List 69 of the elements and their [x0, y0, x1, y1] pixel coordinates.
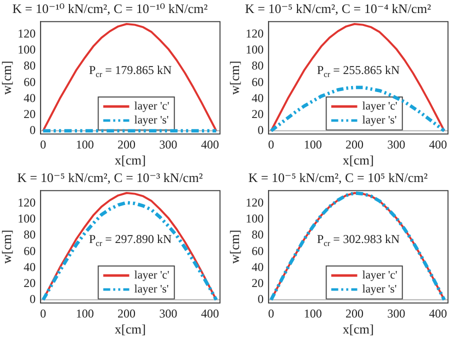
- x-tick-label: 300: [159, 137, 178, 152]
- x-tick-label: 300: [387, 306, 406, 320]
- x-tick-label: 400: [200, 137, 219, 152]
- legend-label: layer 'c': [362, 100, 398, 113]
- x-tick-label: 400: [428, 306, 447, 320]
- legend-label: layer 's': [362, 284, 397, 296]
- legend-label: layer 's': [134, 284, 169, 296]
- y-tick-label: 40: [24, 260, 36, 274]
- y-tick-label: 100: [18, 212, 36, 226]
- chart-title: K = 10⁻⁵ kN/cm², C = 10⁻³ kN/cm²: [17, 170, 203, 186]
- legend-label: layer 'c': [134, 100, 170, 113]
- y-tick-label: 20: [252, 106, 264, 121]
- y-tick-label: 100: [246, 212, 264, 226]
- x-tick-label: 0: [268, 137, 274, 152]
- x-tick-label: 300: [387, 137, 406, 152]
- y-tick-label: 20: [24, 106, 36, 121]
- y-tick-label: 20: [252, 276, 264, 290]
- y-tick-label: 40: [252, 90, 264, 105]
- y-tick-label: 120: [246, 196, 264, 210]
- x-axis-title: x[cm]: [114, 152, 146, 168]
- x-tick-label: 0: [40, 306, 46, 320]
- y-tick-label: 60: [252, 74, 264, 89]
- y-tick-label: 0: [30, 292, 36, 306]
- y-tick-label: 0: [258, 292, 264, 306]
- y-axis-title: w[cm]: [0, 60, 14, 95]
- x-tick-label: 200: [346, 137, 364, 152]
- y-tick-label: 60: [24, 74, 36, 89]
- y-tick-label: 120: [246, 26, 264, 41]
- x-tick-label: 300: [159, 306, 178, 320]
- x-tick-label: 400: [428, 137, 447, 152]
- y-tick-label: 120: [18, 26, 36, 41]
- x-tick-label: 100: [304, 137, 322, 152]
- y-axis-title: w[cm]: [227, 60, 242, 95]
- x-axis-title: x[cm]: [342, 152, 374, 168]
- legend-label: layer 'c': [362, 270, 398, 282]
- y-tick-label: 100: [246, 42, 264, 57]
- legend-label: layer 's': [362, 114, 397, 127]
- x-tick-label: 200: [118, 137, 136, 152]
- x-tick-label: 200: [118, 306, 136, 320]
- line-series: [269, 86, 446, 132]
- y-tick-label: 60: [252, 244, 264, 258]
- chart-title: K = 10⁻⁵ kN/cm², C = 10⁵ kN/cm²: [248, 170, 428, 186]
- chart-title: K = 10⁻¹⁰ kN/cm², C = 10⁻¹⁰ kN/cm²: [12, 1, 208, 16]
- x-axis-title: x[cm]: [114, 322, 146, 337]
- y-tick-label: 20: [24, 276, 36, 290]
- y-axis-title: w[cm]: [0, 230, 14, 264]
- legend-label: layer 'c': [134, 270, 170, 282]
- x-tick-label: 0: [268, 306, 274, 320]
- y-tick-label: 100: [18, 42, 36, 57]
- y-tick-label: 40: [24, 90, 36, 105]
- x-tick-label: 400: [200, 306, 219, 320]
- legend-label: layer 's': [134, 114, 169, 127]
- x-tick-label: 100: [304, 306, 322, 320]
- y-tick-label: 40: [252, 260, 264, 274]
- y-tick-label: 0: [258, 122, 264, 137]
- x-tick-label: 0: [40, 137, 46, 152]
- y-tick-label: 0: [30, 122, 36, 137]
- y-tick-label: 80: [24, 228, 36, 242]
- y-tick-label: 120: [18, 196, 36, 210]
- y-tick-label: 60: [24, 244, 36, 258]
- y-axis-title: w[cm]: [227, 230, 242, 264]
- x-tick-label: 100: [76, 306, 94, 320]
- y-tick-label: 80: [252, 228, 264, 242]
- x-axis-title: x[cm]: [342, 322, 374, 337]
- y-tick-label: 80: [24, 58, 36, 73]
- chart-title: K = 10⁻⁵ kN/cm², C = 10⁻⁴ kN/cm²: [244, 1, 432, 16]
- y-tick-label: 80: [252, 58, 264, 73]
- x-tick-label: 100: [76, 137, 94, 152]
- x-tick-label: 200: [346, 306, 364, 320]
